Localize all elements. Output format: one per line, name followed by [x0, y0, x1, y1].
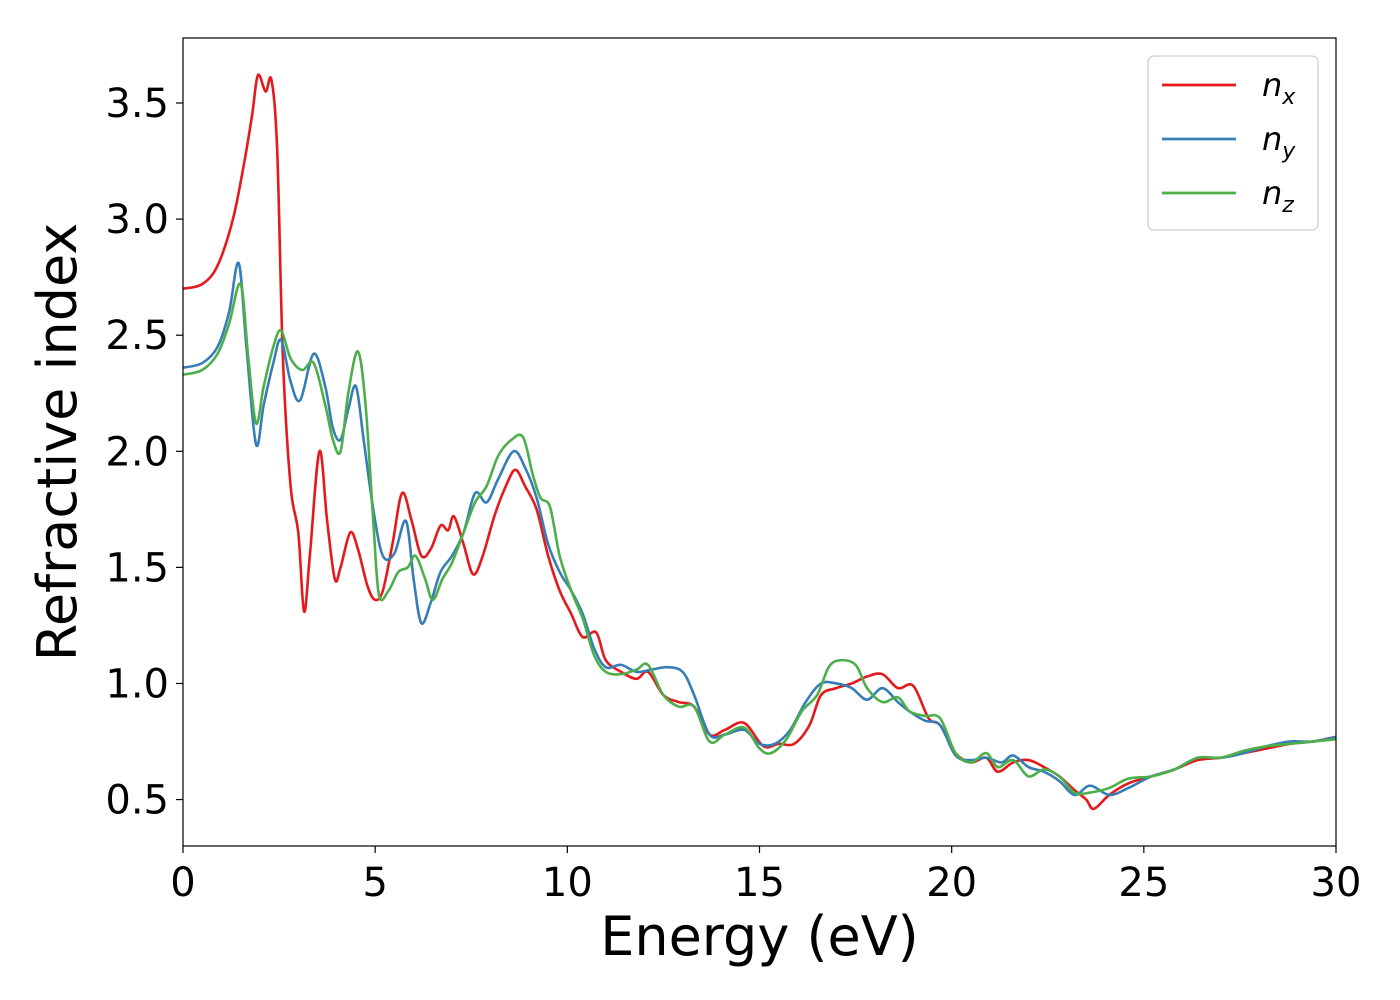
y-axis-ticks: 0.5 1.0 1.5 2.0 2.5 3.0 3.5: [105, 81, 183, 824]
y-axis-label: Refractive index: [26, 223, 89, 662]
legend-entries: nx ny nz: [1162, 66, 1296, 218]
y-tick-label: 3.0: [105, 197, 169, 243]
x-tick-label: 30: [1311, 860, 1362, 906]
y-tick-label: 0.5: [105, 778, 169, 824]
legend-box: [1147, 55, 1319, 231]
x-axis-ticks: 0 5 10 15 20 25 30: [170, 846, 1361, 906]
y-tick-label: 1.5: [105, 545, 169, 591]
legend-label-ny: ny: [1262, 120, 1296, 164]
x-axis-label: Energy (eV): [600, 905, 919, 968]
series-layer: [183, 73, 1336, 811]
legend-label-nz: nz: [1262, 174, 1294, 218]
y-tick-label: 3.5: [105, 81, 169, 127]
legend: nx ny nz: [1147, 55, 1319, 231]
x-tick-label: 15: [734, 860, 785, 906]
legend-label-nx: nx: [1262, 66, 1296, 110]
y-tick-label: 1.0: [105, 661, 169, 707]
x-tick-label: 5: [362, 860, 387, 906]
series-line-ny: [183, 261, 1336, 797]
x-tick-label: 25: [1118, 860, 1169, 906]
x-tick-label: 0: [170, 860, 195, 906]
x-tick-label: 20: [926, 860, 977, 906]
x-tick-label: 10: [542, 860, 593, 906]
y-tick-label: 2.5: [105, 313, 169, 359]
y-tick-label: 2.0: [105, 429, 169, 475]
series-line-nz: [183, 282, 1336, 796]
